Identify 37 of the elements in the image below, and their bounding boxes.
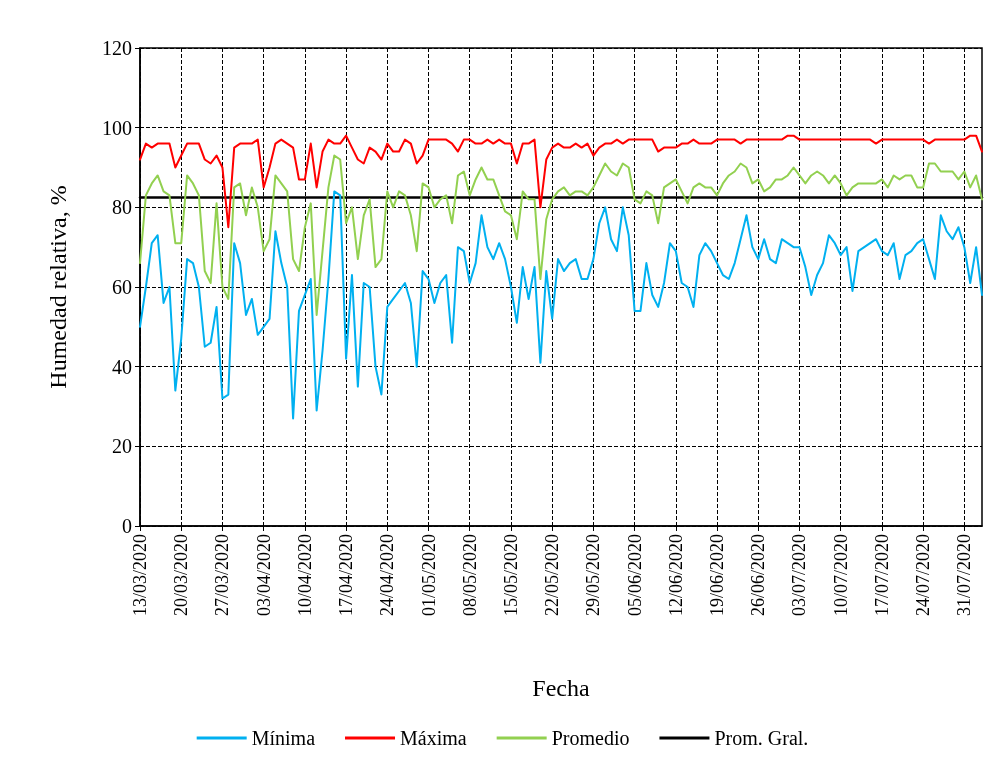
x-tick-label: 31/07/2020 bbox=[954, 534, 975, 617]
line-series bbox=[139, 134, 983, 229]
x-tick-label: 17/07/2020 bbox=[871, 534, 892, 617]
x-axis-title: Fecha bbox=[532, 675, 590, 701]
x-tick-label: 27/03/2020 bbox=[212, 534, 233, 617]
x-tick-label: 10/04/2020 bbox=[294, 534, 315, 617]
x-tick-label: 19/06/2020 bbox=[707, 534, 728, 617]
y-tick-label: 20 bbox=[112, 435, 132, 458]
y-tick-label: 60 bbox=[112, 276, 132, 298]
line-series bbox=[139, 190, 983, 420]
x-tick-label: 13/03/2020 bbox=[130, 534, 150, 617]
x-tick-label: 03/04/2020 bbox=[253, 534, 274, 617]
line-series bbox=[139, 154, 983, 316]
x-tick-label: 20/03/2020 bbox=[171, 534, 192, 617]
x-tick-label: 24/04/2020 bbox=[377, 534, 398, 617]
x-tick-label: 03/07/2020 bbox=[789, 534, 810, 617]
legend-label: Prom. Gral. bbox=[714, 727, 809, 749]
y-axis-title: Humedad relativa, % bbox=[45, 185, 71, 389]
x-tick-label: 29/05/2020 bbox=[583, 534, 604, 617]
x-tick-label: 08/05/2020 bbox=[459, 534, 480, 617]
y-tick-label: 40 bbox=[112, 355, 132, 378]
x-tick-label: 12/06/2020 bbox=[665, 534, 686, 617]
y-tick-label: 80 bbox=[112, 196, 132, 219]
legend-label: Promedio bbox=[551, 727, 630, 749]
x-tick-label: 22/05/2020 bbox=[542, 534, 563, 617]
x-tick-label: 15/05/2020 bbox=[500, 534, 521, 617]
x-tick-label: 26/06/2020 bbox=[748, 534, 769, 617]
x-tick-label: 01/05/2020 bbox=[418, 534, 439, 617]
y-tick-label: 0 bbox=[122, 515, 132, 537]
y-tick-label: 120 bbox=[102, 37, 132, 59]
x-tick-label: 24/07/2020 bbox=[913, 534, 934, 617]
x-tick-label: 17/04/2020 bbox=[336, 534, 357, 617]
y-tick-label: 100 bbox=[102, 116, 132, 139]
legend-label: Máxima bbox=[400, 727, 467, 749]
legend-label: Mínima bbox=[251, 727, 316, 749]
x-tick-label: 05/06/2020 bbox=[624, 534, 645, 617]
x-tick-label: 10/07/2020 bbox=[830, 534, 851, 617]
